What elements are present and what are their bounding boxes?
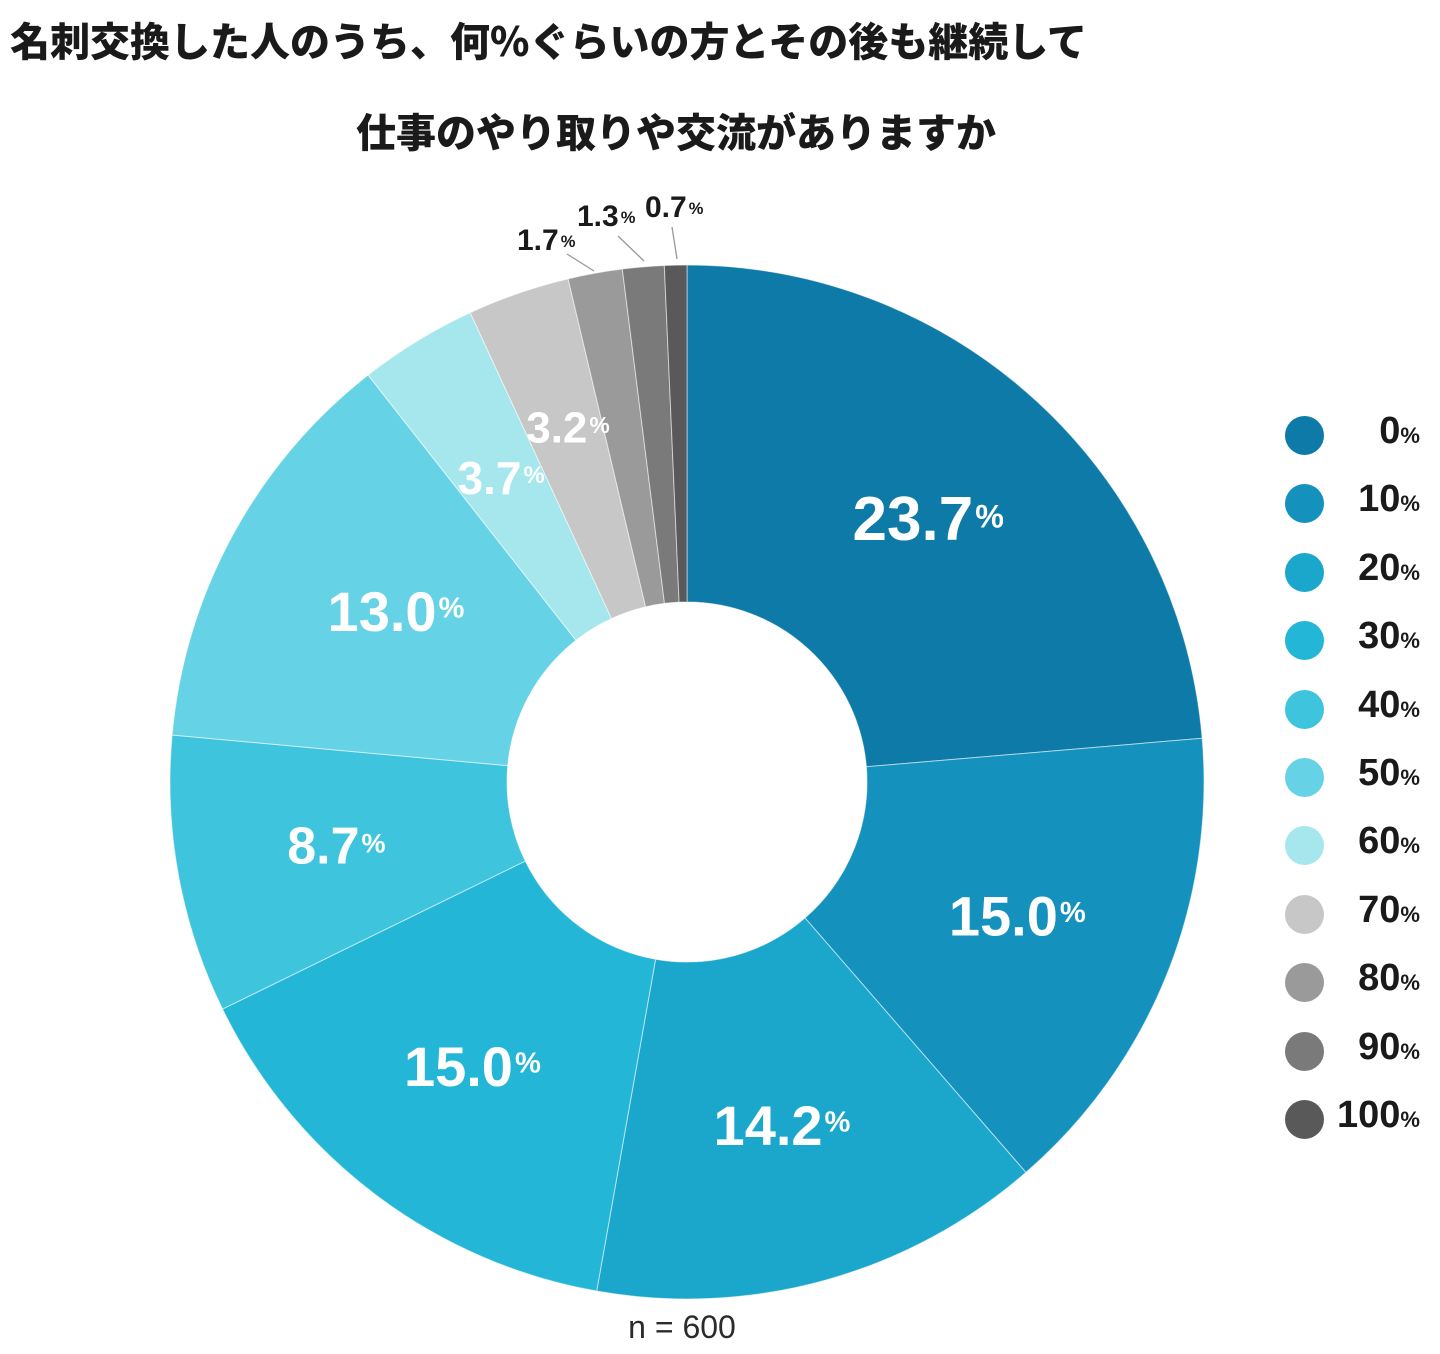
svg-text:1.7%: 1.7%: [517, 224, 576, 257]
svg-text:1.3%: 1.3%: [577, 200, 636, 233]
svg-text:0.7%: 0.7%: [645, 191, 704, 224]
